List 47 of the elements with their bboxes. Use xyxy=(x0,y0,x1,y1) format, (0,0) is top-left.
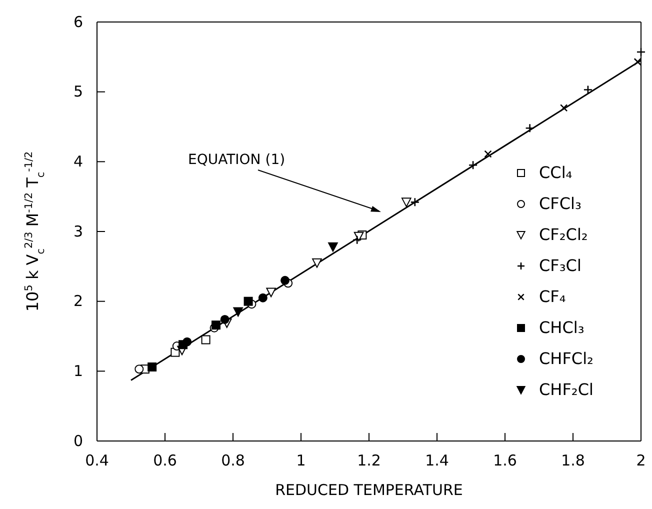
x-tick-label: 2 xyxy=(636,452,646,470)
legend-label: CF₂Cl₂ xyxy=(539,225,588,244)
point xyxy=(583,85,593,94)
x-tick-label: 1.6 xyxy=(493,452,517,470)
point xyxy=(410,198,420,207)
x-tick-label: 1.4 xyxy=(425,452,449,470)
x-tick-label: 1.2 xyxy=(357,452,381,470)
legend-label: CHFCl₂ xyxy=(539,349,594,368)
point xyxy=(525,123,534,133)
point xyxy=(352,235,362,245)
legend-label: CHF₂Cl xyxy=(539,380,594,399)
y-tick-label: 1 xyxy=(73,362,83,380)
y-tick-label: 4 xyxy=(73,152,83,170)
point xyxy=(258,293,268,302)
y-tick-label: 2 xyxy=(73,292,83,310)
x-tick-label: 1 xyxy=(296,452,306,470)
point xyxy=(182,337,192,346)
x-tick-label: 1.8 xyxy=(561,452,585,470)
point xyxy=(212,320,220,330)
x-axis-title: REDUCED TEMPERATURE xyxy=(275,481,463,499)
point xyxy=(233,307,243,317)
legend-label: CHCl₃ xyxy=(539,318,584,337)
point xyxy=(266,288,276,298)
point xyxy=(402,198,412,208)
point xyxy=(134,364,144,374)
legend-label: CCl₄ xyxy=(539,163,572,182)
x-tick-label: 0.6 xyxy=(153,452,177,470)
legend-label: CF₄ xyxy=(539,287,566,306)
annotation: EQUATION (1) xyxy=(188,152,286,168)
legend-label: CF₃Cl xyxy=(539,256,582,275)
point xyxy=(201,335,210,344)
y-tick-label: 0 xyxy=(73,432,83,450)
x-tick-label: 0.4 xyxy=(85,452,109,470)
x-tick-label: 0.8 xyxy=(221,452,245,470)
y-tick-label: 5 xyxy=(73,82,83,101)
point xyxy=(560,104,568,112)
point xyxy=(468,160,478,170)
point xyxy=(148,362,157,372)
point xyxy=(244,296,253,306)
legend-label: CFCl₃ xyxy=(539,194,582,213)
point xyxy=(484,150,492,158)
point xyxy=(312,258,322,268)
point xyxy=(280,276,290,285)
y-tick-label: 6 xyxy=(73,12,83,31)
point xyxy=(328,242,338,252)
y-tick-label: 3 xyxy=(73,222,83,240)
point xyxy=(220,314,230,324)
